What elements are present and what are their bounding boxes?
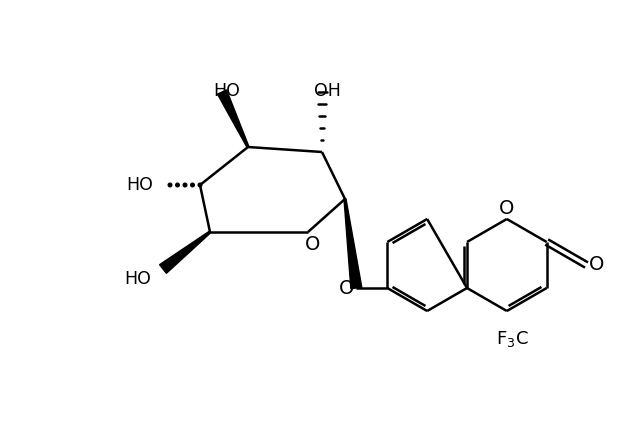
- Text: $\mathregular{F_3C}$: $\mathregular{F_3C}$: [495, 329, 528, 349]
- Polygon shape: [344, 199, 362, 289]
- Polygon shape: [218, 90, 249, 148]
- Text: HO: HO: [214, 82, 241, 100]
- Text: O: O: [305, 236, 321, 254]
- Circle shape: [176, 183, 179, 187]
- Circle shape: [191, 183, 195, 187]
- Polygon shape: [159, 231, 211, 273]
- Text: HO: HO: [124, 270, 151, 288]
- Circle shape: [183, 183, 187, 187]
- Text: HO: HO: [126, 176, 153, 194]
- Text: O: O: [499, 199, 515, 219]
- Text: OH: OH: [314, 82, 340, 100]
- Circle shape: [198, 183, 202, 187]
- Text: O: O: [339, 278, 354, 298]
- Circle shape: [168, 183, 172, 187]
- Text: O: O: [589, 256, 604, 274]
